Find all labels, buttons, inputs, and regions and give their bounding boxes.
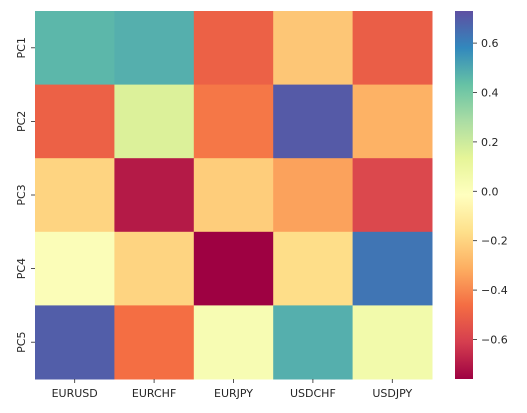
- heatmap-cell: [273, 158, 354, 233]
- heatmap-cell: [352, 158, 433, 233]
- heatmap-cell: [35, 84, 115, 159]
- heatmap-cell: [352, 84, 433, 159]
- heatmap-cell: [114, 11, 195, 86]
- colorbar-tick-label: −0.6: [481, 333, 508, 346]
- x-axis: EURUSD EURCHF EURJPY USDCHF USDJPY: [52, 379, 413, 400]
- heatmap-cell: [35, 305, 115, 380]
- colorbar-tick-label: 0.4: [481, 87, 499, 100]
- x-tick-label: EURUSD: [52, 387, 98, 400]
- colorbar-tick-label: −0.4: [481, 284, 508, 297]
- y-tick-label: PC3: [15, 184, 28, 205]
- x-tick-label: EURJPY: [214, 387, 253, 400]
- heatmap-cell: [352, 231, 433, 306]
- heatmap-cell: [193, 158, 274, 233]
- heatmap-cell: [193, 84, 274, 159]
- colorbar-tick-label: 0.2: [481, 136, 499, 149]
- heatmap-cell: [273, 11, 354, 86]
- heatmap-cells: [35, 11, 433, 380]
- x-tick-label: USDJPY: [372, 387, 412, 400]
- heatmap-cell: [114, 158, 195, 233]
- heatmap-cell: [193, 305, 274, 380]
- y-axis: PC1 PC2 PC3 PC4 PC5: [15, 37, 35, 353]
- heatmap-cell: [273, 231, 354, 306]
- y-tick-label: PC2: [15, 111, 28, 132]
- heatmap-cell: [193, 231, 274, 306]
- heatmap-cell: [35, 11, 115, 86]
- heatmap-cell: [273, 305, 354, 380]
- colorbar-tick-label: 0.0: [481, 185, 499, 198]
- x-tick-label: EURCHF: [132, 387, 176, 400]
- colorbar-tick-label: −0.2: [481, 235, 508, 248]
- colorbar-tick-label: 0.6: [481, 37, 499, 50]
- heatmap-cell: [35, 231, 115, 306]
- colorbar-axis: 0.6 0.4 0.2 0.0 −0.2 −0.4 −0.6: [473, 37, 508, 346]
- heatmap-cell: [352, 11, 433, 86]
- heatmap-cell: [114, 84, 195, 159]
- y-tick-label: PC1: [15, 37, 28, 58]
- y-tick-label: PC4: [15, 258, 28, 279]
- colorbar: [455, 11, 473, 379]
- heatmap-cell: [193, 11, 274, 86]
- heatmap-cell: [114, 231, 195, 306]
- y-tick-label: PC5: [15, 332, 28, 353]
- heatmap-cell: [352, 305, 433, 380]
- heatmap-cell: [114, 305, 195, 380]
- x-tick-label: USDCHF: [290, 387, 336, 400]
- heatmap-cell: [35, 158, 115, 233]
- heatmap-cell: [273, 84, 354, 159]
